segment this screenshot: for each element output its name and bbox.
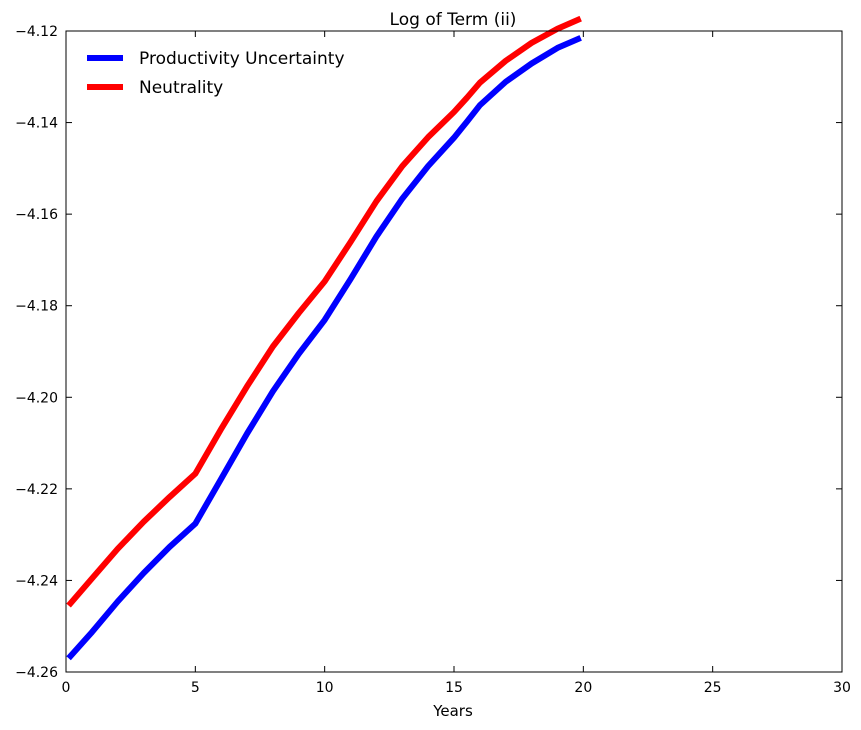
plot-lines bbox=[66, 15, 582, 661]
x-tick-label: 30 bbox=[833, 680, 851, 696]
y-tick-label: −4.14 bbox=[15, 116, 58, 132]
x-tick-label: 25 bbox=[704, 680, 722, 696]
plot-frame bbox=[65, 30, 843, 673]
y-tick-label: −4.12 bbox=[15, 24, 58, 40]
x-tick-label: 10 bbox=[316, 680, 334, 696]
y-tick-label: −4.20 bbox=[15, 390, 58, 406]
legend: Productivity Uncertainty Neutrality bbox=[87, 49, 345, 98]
x-tick-label: 0 bbox=[62, 680, 71, 696]
y-tick-label: −4.18 bbox=[15, 299, 58, 315]
axis-ticks: 0 5 10 15 20 25 30 −4.26 −4.24 −4.22 −4.20 −4.18 −4.… bbox=[15, 24, 851, 696]
x-tick-label: 15 bbox=[445, 680, 463, 696]
x-axis-label: Years bbox=[432, 702, 473, 720]
series-line-1 bbox=[66, 15, 582, 608]
series-line-0 bbox=[66, 35, 582, 661]
y-tick-label: −4.26 bbox=[15, 665, 58, 681]
chart-title: Log of Term (ii) bbox=[390, 10, 517, 30]
legend-label-1: Neutrality bbox=[139, 78, 223, 98]
x-tick-label: 5 bbox=[191, 680, 200, 696]
x-tick-label: 20 bbox=[574, 680, 592, 696]
legend-label-0: Productivity Uncertainty bbox=[139, 49, 345, 69]
y-tick-label: −4.24 bbox=[15, 573, 58, 589]
y-tick-label: −4.22 bbox=[15, 482, 58, 498]
y-tick-label: −4.16 bbox=[15, 207, 58, 223]
